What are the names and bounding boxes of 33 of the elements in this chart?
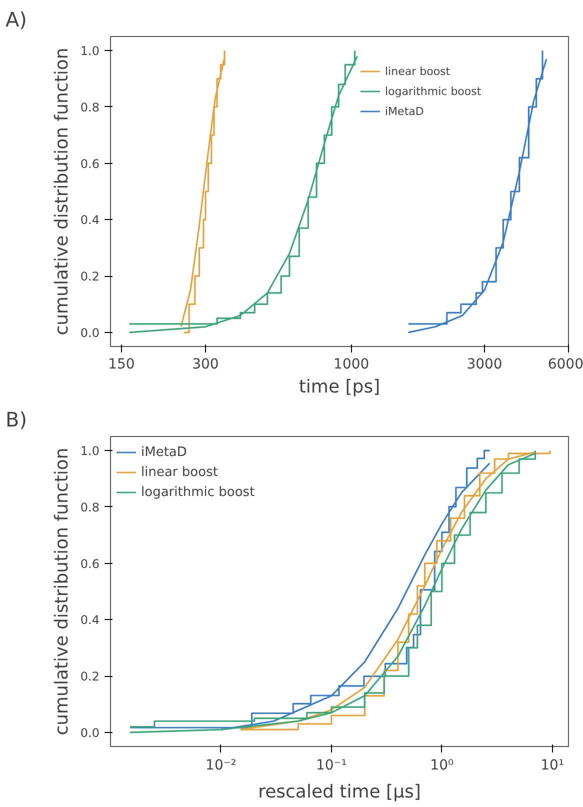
x-axis-title: time [ps] — [298, 376, 380, 398]
y-tick-label: 0.4 — [80, 213, 100, 228]
y-tick-label: 0.2 — [80, 270, 100, 284]
y-tick-label: 1.0 — [80, 44, 100, 58]
y-tick-label: 0.6 — [80, 156, 100, 171]
x-axis-title: rescaled time [μs] — [258, 782, 421, 802]
legend-label: linear boost — [385, 64, 450, 78]
y-axis-title: cumulative distribution function — [51, 448, 72, 736]
y-tick-label: 0.2 — [80, 670, 100, 684]
y-tick-label: 0.4 — [80, 613, 100, 628]
x-tick-label: 10¹ — [540, 758, 564, 774]
legend-label: logarithmic boost — [385, 84, 482, 98]
x-tick-label: 6000 — [548, 356, 583, 372]
y-axis-title: cumulative distribution function — [51, 48, 72, 336]
x-tick-label: 150 — [108, 356, 135, 372]
y-tick-label: 0.8 — [80, 500, 100, 514]
x-tick-label: 300 — [192, 356, 219, 372]
chart-title: A) — [6, 8, 27, 32]
chart-title: B) — [6, 408, 28, 432]
y-tick-label: 0.8 — [80, 100, 100, 114]
legend-label: iMetaD — [141, 444, 187, 460]
x-tick-label: 10⁰ — [430, 758, 454, 774]
y-tick-label: 1.0 — [80, 444, 100, 458]
y-tick-label: 0.0 — [80, 326, 100, 340]
x-tick-label: 1000 — [334, 356, 370, 372]
x-tick-label: 3000 — [466, 356, 502, 372]
legend-label: linear boost — [141, 464, 218, 480]
legend-label: iMetaD — [385, 104, 424, 118]
x-tick-label: 10⁻² — [206, 758, 236, 774]
legend-label: logarithmic boost — [141, 484, 255, 500]
y-tick-label: 0.0 — [80, 726, 100, 740]
x-tick-label: 10⁻¹ — [316, 758, 347, 774]
y-tick-label: 0.6 — [80, 556, 100, 571]
